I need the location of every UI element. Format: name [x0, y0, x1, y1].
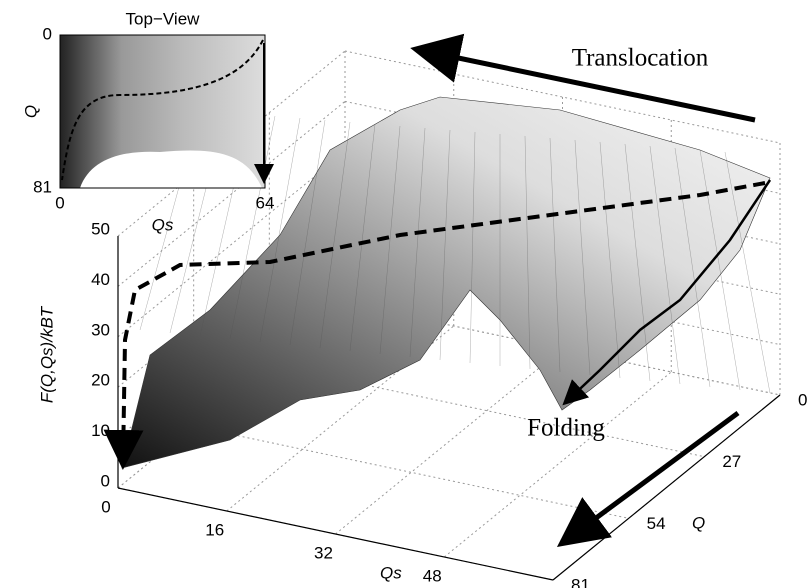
- x-tick-label: 32: [314, 543, 333, 562]
- figure: 0 10 20 30 40 50 0 16 32 48 64 0 27 54 81 Qs Q F(Q,Qs)/kB…: [0, 0, 812, 588]
- y-axis-label: Q: [692, 513, 705, 532]
- inset-y-tick-label: 81: [33, 177, 52, 196]
- z-tick-label: 30: [91, 320, 110, 339]
- z-axis-label: F(Q,Qs)/kBT: [37, 305, 56, 403]
- annotation: Translocation: [572, 45, 709, 72]
- y-tick-label: 0: [798, 390, 807, 409]
- inset-x-tick-label: 0: [55, 193, 64, 212]
- z-tick-label: 10: [91, 421, 110, 440]
- z-tick-label: 20: [91, 371, 110, 390]
- inset-x-tick-label: 64: [256, 193, 275, 212]
- x-tick-label: 16: [205, 520, 224, 539]
- z-tick-label: 0: [101, 471, 110, 490]
- x-tick-label: 0: [101, 497, 110, 516]
- y-tick-label: 81: [571, 575, 590, 588]
- y-tick-label: 54: [647, 514, 666, 533]
- inset-x-label: Qs: [152, 215, 174, 234]
- z-tick-label: 50: [91, 219, 110, 238]
- x-tick-label: 48: [423, 566, 442, 585]
- annotation: Folding: [527, 415, 605, 442]
- y-tick-label: 27: [722, 452, 741, 471]
- inset-y-label: Q: [21, 105, 40, 118]
- z-tick-label: 40: [91, 270, 110, 289]
- x-axis-label: Qs: [380, 563, 402, 582]
- inset-title: Top−View: [126, 9, 201, 28]
- x-axis: [118, 488, 553, 580]
- inset-y-tick-label: 0: [43, 24, 52, 43]
